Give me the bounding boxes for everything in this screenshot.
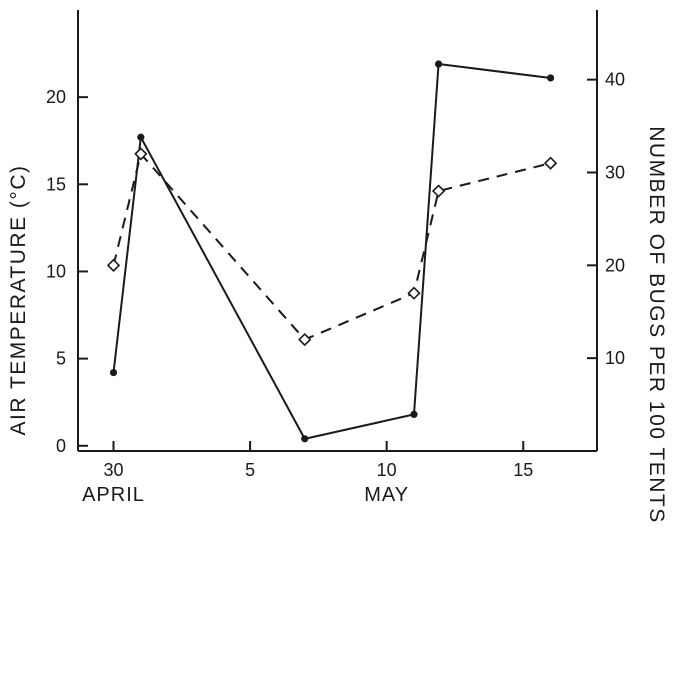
data-point-diamond bbox=[134, 147, 148, 161]
series-line bbox=[112, 151, 551, 341]
x-tick-label: 15 bbox=[513, 460, 533, 480]
series-right-dashed bbox=[106, 147, 558, 347]
x-month-label: MAY bbox=[364, 484, 409, 506]
y-left-tick-label: 0 bbox=[56, 436, 66, 456]
y-left-tick-label: 10 bbox=[46, 261, 66, 281]
x-tick-label: 5 bbox=[245, 460, 255, 480]
data-point-dot bbox=[410, 410, 418, 418]
y-left-axis-title: AIR TEMPERATURE (°C) bbox=[7, 165, 30, 436]
x-tick-label: 30 bbox=[103, 460, 123, 480]
y-left-tick-label: 5 bbox=[56, 349, 66, 369]
series bbox=[106, 60, 558, 443]
x-month-label: APRIL bbox=[82, 484, 145, 506]
x-tick-label: 10 bbox=[377, 460, 397, 480]
y-right-axis-title: NUMBER OF BUGS PER 100 TENTS bbox=[645, 126, 668, 524]
y-right-tick-label: 30 bbox=[605, 162, 625, 182]
data-point-dot bbox=[434, 60, 443, 68]
y-left-tick-label: 15 bbox=[46, 174, 66, 194]
data-point-diamond bbox=[106, 258, 121, 272]
data-point-dot bbox=[137, 133, 145, 141]
y-left-tick-label: 20 bbox=[46, 87, 66, 107]
data-point-dot bbox=[546, 74, 555, 82]
y-right-tick-label: 40 bbox=[605, 70, 625, 90]
data-point-diamond bbox=[407, 286, 421, 300]
y-right-tick-label: 20 bbox=[605, 255, 625, 275]
y-right-tick-label: 10 bbox=[605, 348, 625, 368]
series-line bbox=[112, 62, 551, 440]
axes bbox=[77, 10, 598, 452]
data-point-diamond bbox=[431, 184, 446, 198]
series-left-solid bbox=[109, 60, 555, 443]
data-point-dot bbox=[109, 368, 118, 377]
ticks: 0 5 10 15 20 10 20 30 40 30 5 10 15 APRIL MAY bbox=[46, 70, 625, 506]
data-point-diamond bbox=[298, 332, 312, 347]
data-point-diamond bbox=[543, 156, 558, 170]
data-point-dot bbox=[301, 435, 309, 443]
